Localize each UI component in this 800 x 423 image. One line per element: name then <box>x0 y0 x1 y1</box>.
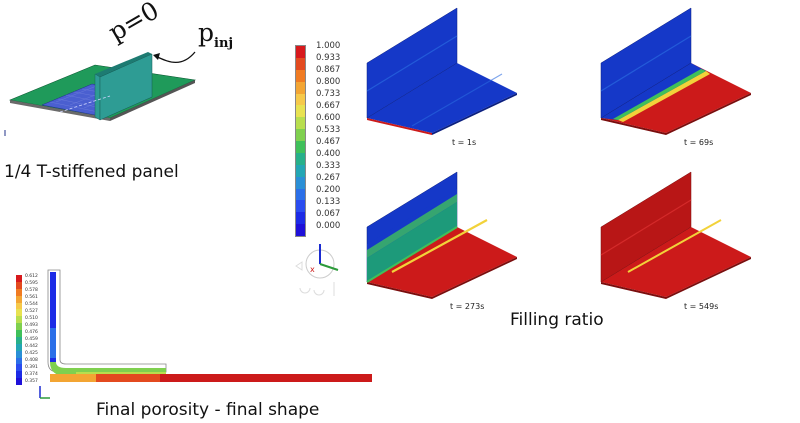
colorbar-tick: 0.733 <box>316 89 341 99</box>
porosity-tick: 0.459 <box>25 337 38 342</box>
colorbar-swatch <box>296 129 305 141</box>
colorbar-swatch <box>296 93 305 106</box>
porosity-tick: 0.527 <box>25 309 38 314</box>
colorbar-tick: 0.800 <box>316 77 341 87</box>
porosity-tick: 0.544 <box>25 302 38 307</box>
porosity-tick: 0.408 <box>25 358 38 363</box>
snapshot-time: t = 1s <box>452 138 477 147</box>
snapshot-time: t = 549s <box>684 302 719 311</box>
snapshot-t1 <box>366 7 517 135</box>
porosity-tick: 0.561 <box>25 295 38 300</box>
porosity-swatch <box>16 371 22 379</box>
porosity-colorbar <box>16 275 22 385</box>
colorbar-swatch <box>296 212 305 225</box>
colorbar-swatch <box>296 46 305 58</box>
colorbar-swatch <box>296 152 305 165</box>
colorbar-tick: 0.067 <box>316 209 341 219</box>
p-inj-label: pinj <box>198 18 233 51</box>
colorbar-tick: 0.133 <box>316 197 341 207</box>
snapshot-time: t = 273s <box>450 302 485 311</box>
porosity-tick: 0.442 <box>25 344 38 349</box>
porosity-swatch <box>16 378 22 385</box>
colorbar-tick: 0.867 <box>316 65 341 75</box>
colorbar-swatch <box>296 176 305 189</box>
porosity-swatch <box>16 350 22 358</box>
colorbar-swatch <box>296 141 305 153</box>
porosity-swatch <box>16 275 22 282</box>
colorbar-tick: 0.200 <box>316 185 341 195</box>
colorbar-tick: 0.400 <box>316 149 341 159</box>
colorbar-tick: 0.333 <box>316 161 341 171</box>
p-inj-subscript: inj <box>214 36 234 51</box>
colorbar-tick: 0.267 <box>316 173 341 183</box>
colorbar-tick: 0.600 <box>316 113 341 123</box>
snapshot-t273 <box>366 171 517 299</box>
porosity-swatch <box>16 323 22 330</box>
porosity-caption: Final porosity - final shape <box>96 400 320 420</box>
p-inj-base: p <box>198 18 215 47</box>
colorbar-tick: 0.667 <box>316 101 341 111</box>
filling-ratio-caption: Filling ratio <box>510 310 604 330</box>
porosity-tick: 0.391 <box>25 365 38 370</box>
filling-colorbar <box>295 45 306 237</box>
porosity-tick: 0.357 <box>25 379 38 384</box>
colorbar-tick: 0.933 <box>316 53 341 63</box>
porosity-tick: 0.476 <box>25 330 38 335</box>
colorbar-tick: 0.000 <box>316 221 341 231</box>
porosity-tick: 0.595 <box>25 281 38 286</box>
porosity-tick: 0.493 <box>25 323 38 328</box>
porosity-swatch <box>16 364 22 372</box>
porosity-swatch <box>16 343 22 351</box>
porosity-tick: 0.612 <box>25 274 38 279</box>
snapshot-time: t = 69s <box>684 138 714 147</box>
snapshot-t69 <box>600 7 751 135</box>
porosity-tick: 0.425 <box>25 351 38 356</box>
porosity-tick: 0.578 <box>25 288 38 293</box>
colorbar-tick: 0.533 <box>316 125 341 135</box>
colorbar-swatch <box>296 200 305 213</box>
porosity-swatch <box>16 309 22 317</box>
porosity-swatch <box>16 295 22 303</box>
porosity-tick: 0.374 <box>25 372 38 377</box>
porosity-swatch <box>16 288 22 296</box>
colorbar-swatch <box>296 69 305 82</box>
colorbar-swatch <box>296 224 305 236</box>
porosity-tick: 0.510 <box>25 316 38 321</box>
porosity-swatch <box>16 281 22 289</box>
snapshot-t549 <box>600 171 751 299</box>
porosity-swatch <box>16 336 22 344</box>
colorbar-swatch <box>296 164 305 177</box>
panel-caption: 1/4 T-stiffened panel <box>4 162 179 182</box>
colorbar-tick: 1.000 <box>316 41 341 51</box>
colorbar-tick: 0.467 <box>316 137 341 147</box>
colorbar-swatch <box>296 117 305 130</box>
porosity-shape <box>39 269 372 399</box>
colorbar-swatch <box>296 188 305 201</box>
axis-triad-faded: x <box>295 244 339 296</box>
porosity-swatch <box>16 302 22 310</box>
svg-text:x: x <box>310 265 315 274</box>
colorbar-swatch <box>296 57 305 70</box>
porosity-swatch <box>16 357 22 365</box>
porosity-swatch <box>16 330 22 337</box>
colorbar-swatch <box>296 81 305 94</box>
porosity-swatch <box>16 316 22 324</box>
t-panel-mesh <box>4 51 197 136</box>
colorbar-swatch <box>296 105 305 118</box>
